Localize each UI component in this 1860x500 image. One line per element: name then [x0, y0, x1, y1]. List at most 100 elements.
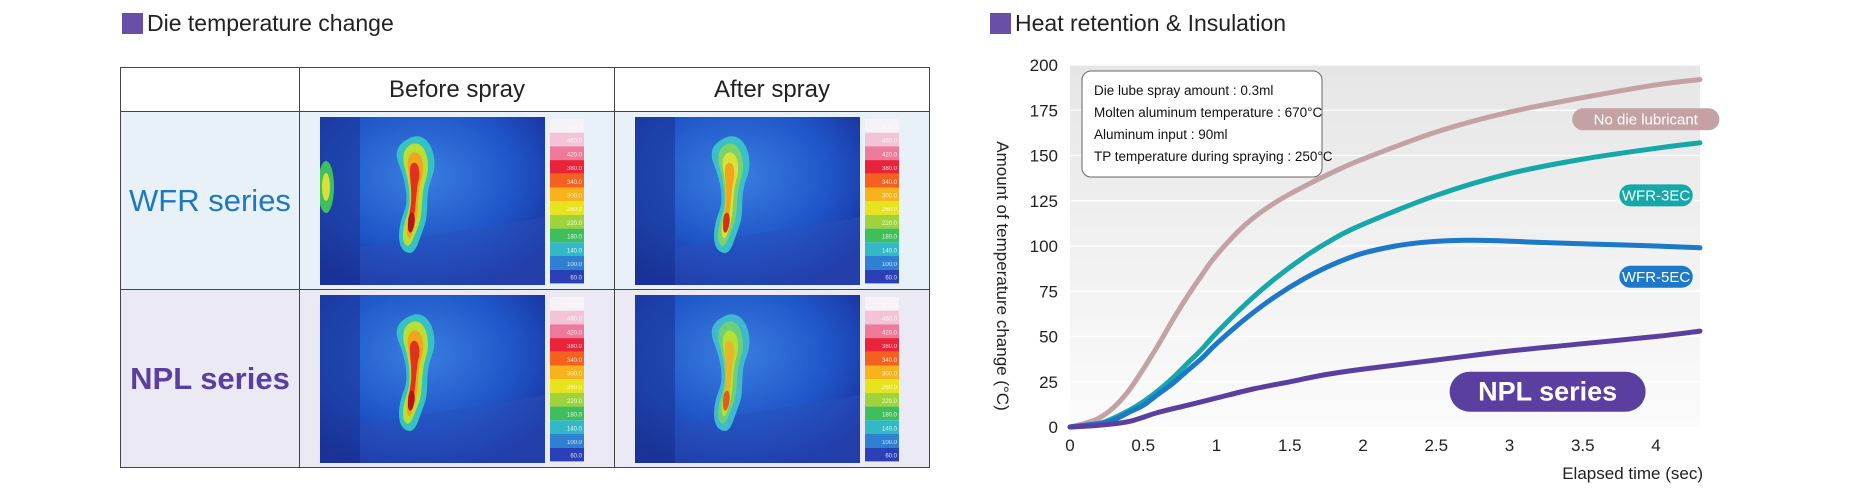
scale-tick-label: 100.0	[567, 262, 583, 268]
title-square-icon	[990, 13, 1011, 34]
scale-tick-label: 500.0	[567, 303, 583, 309]
scale-tick-label: 260.0	[567, 385, 583, 391]
series-label-text: No die lubricant	[1594, 111, 1699, 128]
scale-tick-label: 220.0	[882, 399, 898, 405]
y-tick-label: 100	[1030, 237, 1058, 256]
row-label-npl-text: NPL series	[130, 360, 290, 396]
spray-condition-line: Aluminum input : 90ml	[1094, 127, 1228, 142]
spray-condition-line: TP temperature during spraying : 250°C	[1094, 149, 1333, 164]
scale-tick-label: 340.0	[882, 358, 898, 364]
scale-tick-label: 500.0	[567, 125, 583, 131]
spray-condition-line: Die lube spray amount : 0.3ml	[1094, 83, 1273, 98]
thermal-image-wfr-after: 500.0 460.0 420.0 380.0 340.0 300.0 260.0 220.0…	[614, 111, 930, 290]
scale-tick-label: 260.0	[882, 385, 898, 391]
scale-tick-label: 420.0	[567, 152, 583, 158]
scale-tick-label: 180.0	[882, 235, 898, 241]
x-tick-label: 3.5	[1571, 436, 1595, 455]
scale-tick-label: 460.0	[567, 139, 583, 145]
y-axis-label: Amount of temperature change (°C)	[993, 141, 1012, 411]
npl-series-badge-text: NPL series	[1478, 377, 1617, 407]
y-tick-label: 75	[1039, 282, 1058, 301]
scale-tick-label: 500.0	[882, 125, 898, 131]
die-temperature-title: Die temperature change	[122, 10, 394, 37]
npl-series-badge	[1449, 371, 1646, 412]
x-tick-label: 2.5	[1424, 436, 1448, 455]
die-temperature-title-text: Die temperature change	[147, 10, 394, 36]
thermal-image: 500.0 460.0 420.0 380.0 340.0 300.0 260.0 220.0…	[635, 117, 905, 285]
thermal-image: 500.0 460.0 420.0 380.0 340.0 300.0 260.0 220.0…	[320, 295, 590, 463]
row-label-wfr-text: WFR series	[129, 182, 291, 218]
scale-tick-label: 380.0	[882, 344, 898, 350]
x-tick-label: 0.5	[1131, 436, 1155, 455]
column-header-before: Before spray	[299, 67, 615, 112]
scale-tick-label: 460.0	[882, 317, 898, 323]
y-tick-label: 50	[1039, 328, 1058, 347]
scale-tick-label: 220.0	[882, 221, 898, 227]
scale-tick-label: 300.0	[882, 372, 898, 378]
series-line-2	[1067, 237, 1703, 430]
thermal-picture: 500.0 460.0 420.0 380.0 340.0 300.0 260.0 220.0…	[320, 295, 584, 463]
x-tick-label: 2	[1358, 436, 1367, 455]
y-tick-label: 200	[1030, 56, 1058, 75]
thermal-image-wfr-before: 500.0 460.0 420.0 380.0 340.0 300.0 260.0 220.0…	[299, 111, 615, 290]
row-label-wfr: WFR series	[120, 111, 300, 290]
scale-tick-label: 60.0	[570, 276, 582, 282]
title-square-icon	[122, 13, 143, 34]
scale-tick-label: 140.0	[567, 248, 583, 254]
y-tick-label: 175	[1030, 101, 1058, 120]
series-label-pill	[1619, 184, 1693, 207]
heat-retention-title-text: Heat retention & Insulation	[1015, 10, 1287, 36]
scale-tick-label: 340.0	[882, 180, 898, 186]
scale-tick-label: 420.0	[567, 330, 583, 336]
series-label-pill	[1619, 265, 1693, 288]
scale-tick-label: 60.0	[885, 276, 897, 282]
series-label-text: WFR-3EC	[1622, 187, 1690, 204]
scale-tick-label: 500.0	[882, 303, 898, 309]
scale-tick-label: 300.0	[567, 194, 583, 200]
y-tick-label: 0	[1049, 418, 1058, 437]
scale-tick-label: 100.0	[882, 440, 898, 446]
scale-tick-label: 380.0	[567, 344, 583, 350]
x-axis-label: Elapsed time (sec)	[1562, 464, 1703, 483]
series-label-pill	[1572, 108, 1720, 131]
heat-retention-title: Heat retention & Insulation	[990, 10, 1286, 37]
thermal-image: 500.0 460.0 420.0 380.0 340.0 300.0 260.0 220.0…	[320, 117, 590, 285]
scale-tick-label: 60.0	[885, 454, 897, 460]
x-tick-label: 4	[1651, 436, 1660, 455]
spray-conditions-box	[1081, 70, 1323, 178]
x-tick-label: 1.5	[1278, 436, 1302, 455]
scale-tick-label: 460.0	[882, 139, 898, 145]
scale-tick-label: 100.0	[567, 440, 583, 446]
thermal-image-table: Before spray After spray WFR series 500.…	[120, 67, 930, 468]
scale-tick-label: 180.0	[567, 235, 583, 241]
scale-tick-label: 260.0	[567, 207, 583, 213]
scale-tick-label: 220.0	[567, 221, 583, 227]
thermal-image-npl-before: 500.0 460.0 420.0 380.0 340.0 300.0 260.0 220.0…	[299, 289, 615, 468]
y-tick-label: 125	[1030, 192, 1058, 211]
scale-tick-label: 140.0	[882, 426, 898, 432]
spray-condition-line: Molten aluminum temperature : 670°C	[1094, 105, 1323, 120]
scale-tick-label: 180.0	[567, 413, 583, 419]
y-tick-label: 25	[1039, 373, 1058, 392]
column-header-after: After spray	[614, 67, 930, 112]
temperature-change-chart: 0 25 50 75 100 125 150 175 200 0 0.5 1 1.5 2 2.5 3 3.5 4 E…	[993, 56, 1720, 483]
scale-tick-label: 100.0	[882, 262, 898, 268]
thermal-picture: 500.0 460.0 420.0 380.0 340.0 300.0 260.0 220.0…	[635, 295, 899, 463]
series-line-0	[1067, 77, 1703, 430]
thermal-image-npl-after: 500.0 460.0 420.0 380.0 340.0 300.0 260.0 220.0…	[614, 289, 930, 468]
x-tick-label: 0	[1065, 436, 1074, 455]
series-line-3	[1067, 328, 1703, 430]
thermal-image: 500.0 460.0 420.0 380.0 340.0 300.0 260.0 220.0…	[635, 295, 905, 463]
thermal-picture: 500.0 460.0 420.0 380.0 340.0 300.0 260.0 220.0…	[635, 117, 899, 285]
row-label-npl: NPL series	[120, 289, 300, 468]
scale-tick-label: 140.0	[882, 248, 898, 254]
scale-tick-label: 180.0	[882, 413, 898, 419]
series-label-text: WFR-5EC	[1622, 269, 1690, 286]
scale-tick-label: 300.0	[882, 194, 898, 200]
thermal-picture: 500.0 460.0 420.0 380.0 340.0 300.0 260.0 220.0…	[320, 117, 584, 285]
y-tick-label: 150	[1030, 147, 1058, 166]
scale-tick-label: 380.0	[882, 166, 898, 172]
scale-tick-label: 460.0	[567, 317, 583, 323]
scale-tick-label: 380.0	[567, 166, 583, 172]
scale-tick-label: 340.0	[567, 180, 583, 186]
